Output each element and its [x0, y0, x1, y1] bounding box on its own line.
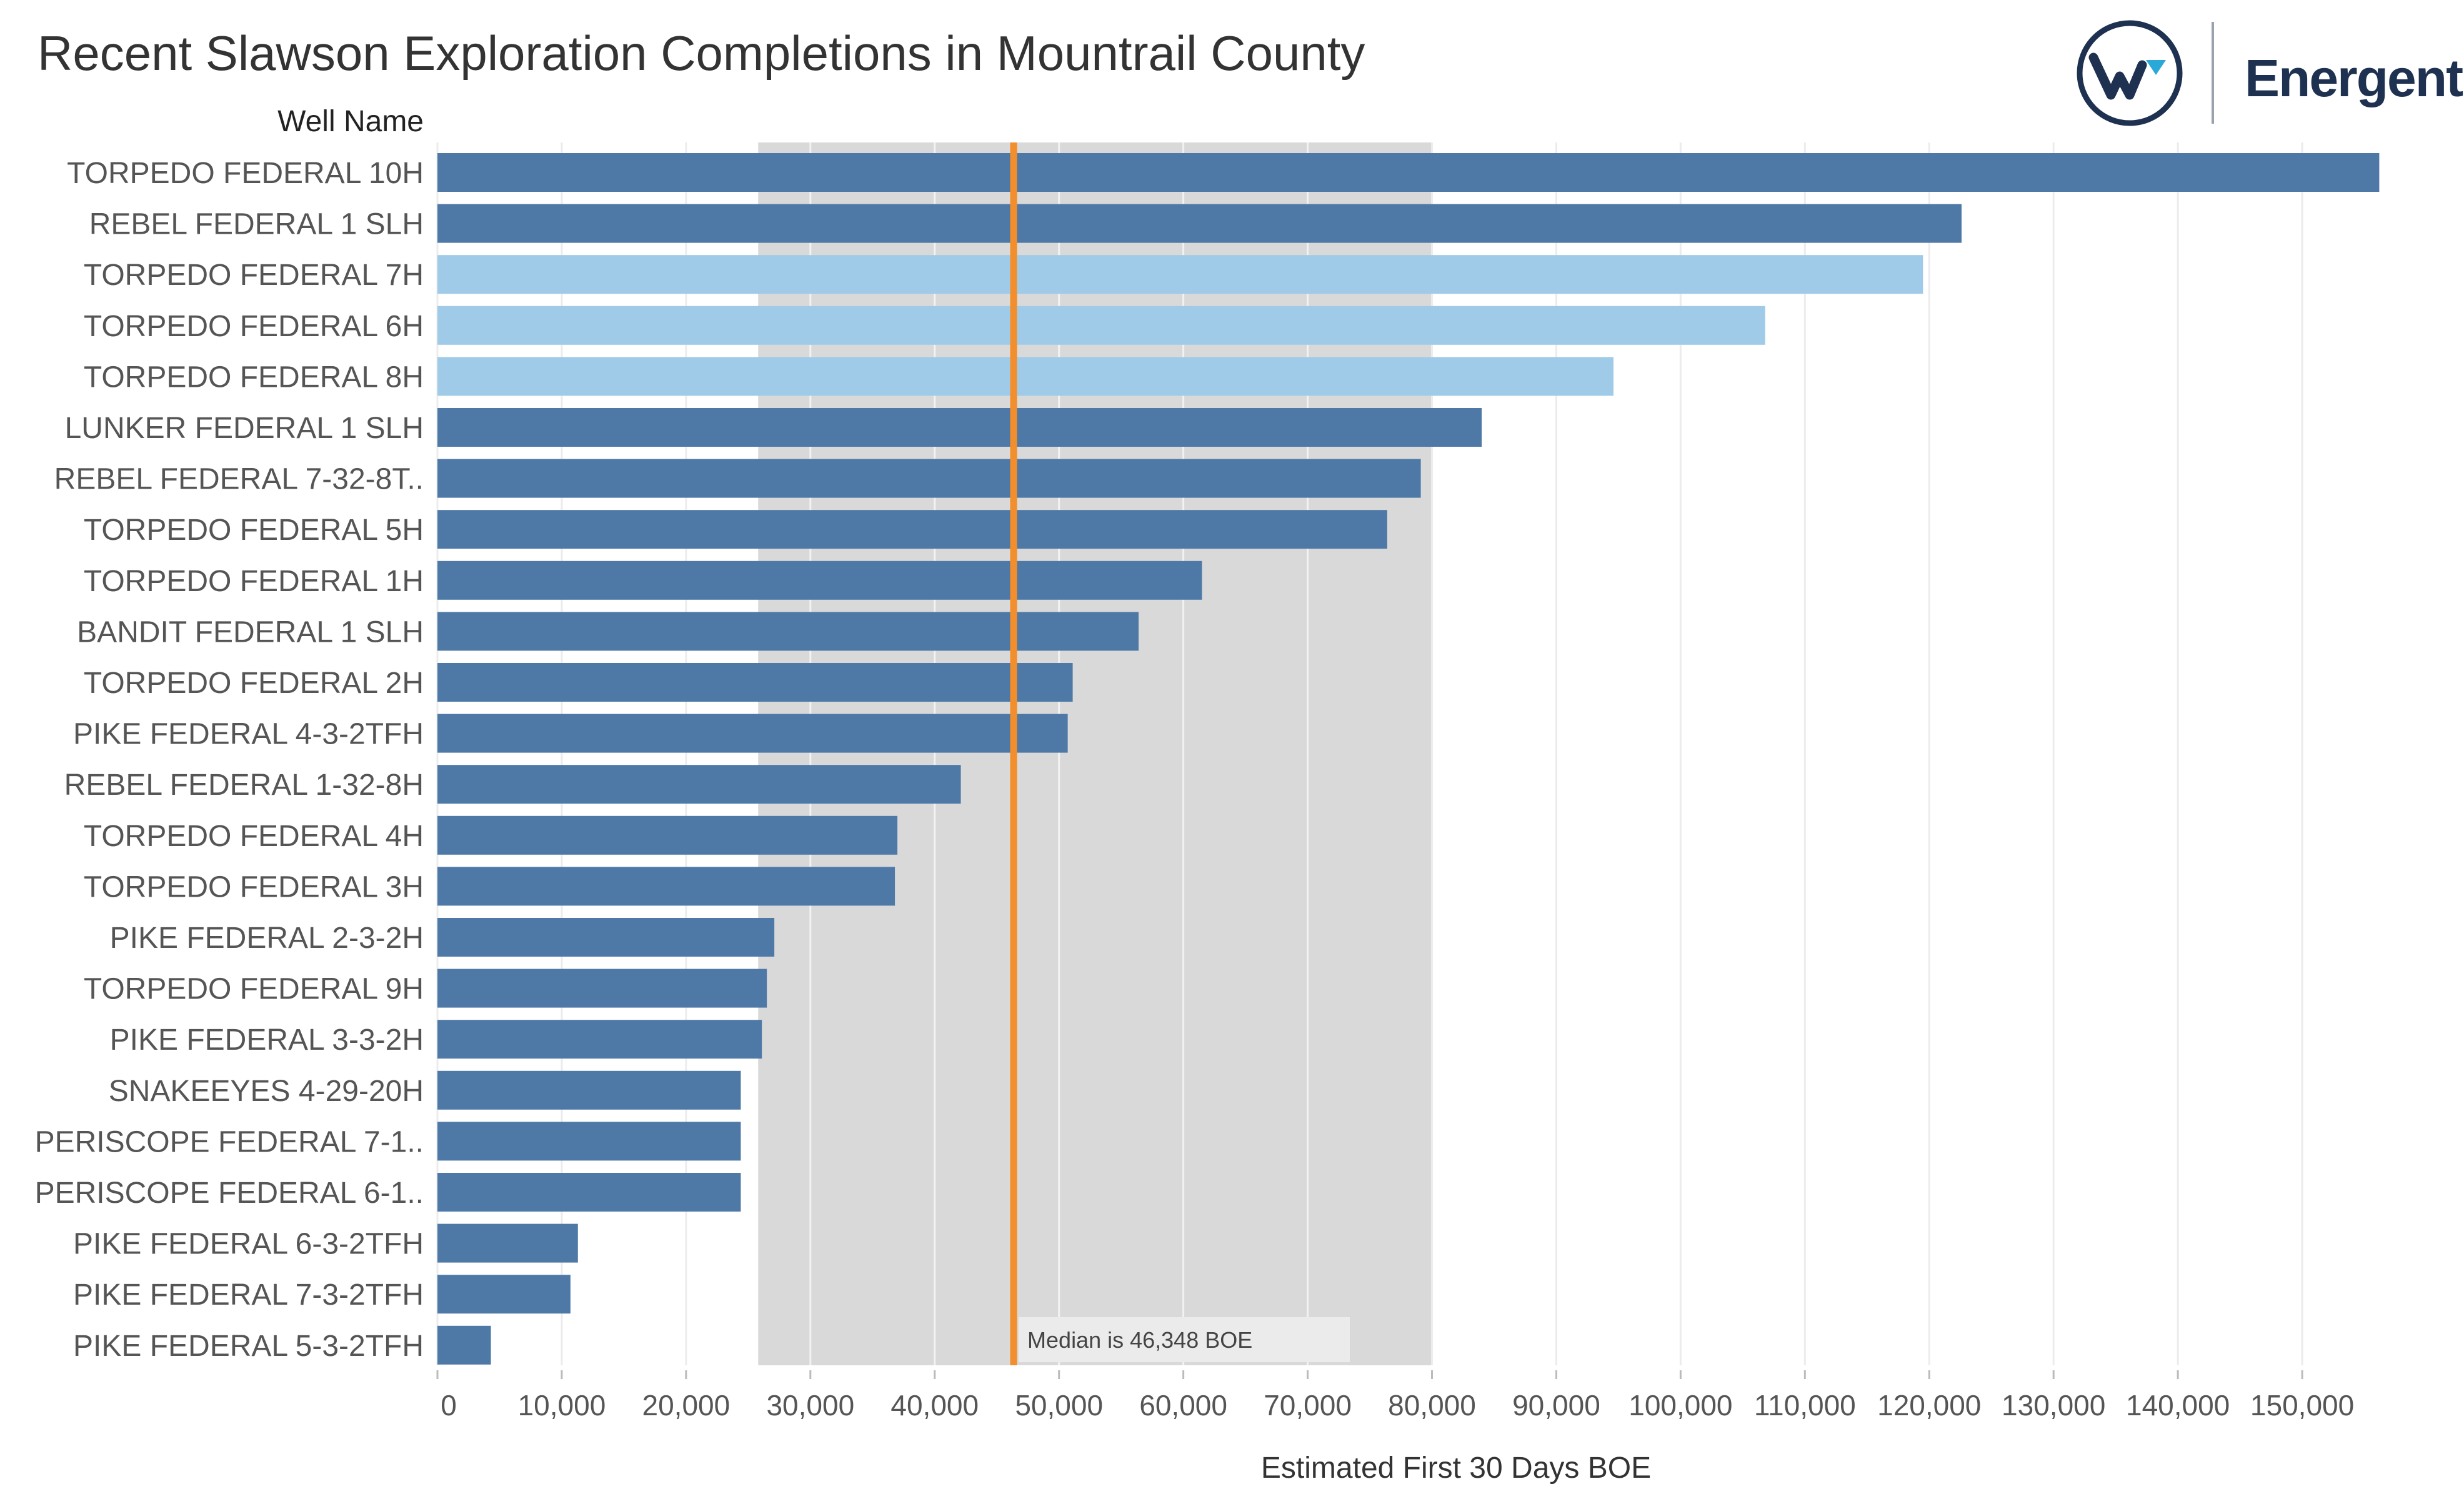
category-label: LUNKER FEDERAL 1 SLH — [65, 412, 424, 445]
x-tick-label: 130,000 — [2002, 1389, 2105, 1422]
x-tick-label: 110,000 — [1754, 1389, 1856, 1422]
category-label: TORPEDO FEDERAL 5H — [84, 514, 424, 547]
category-label: PIKE FEDERAL 3-3-2H — [110, 1023, 424, 1057]
bar — [437, 510, 1387, 549]
category-label: PIKE FEDERAL 2-3-2H — [110, 922, 424, 955]
x-tick-label: 10,000 — [518, 1389, 606, 1422]
category-axis-label: Well Name — [277, 105, 424, 138]
category-label: TORPEDO FEDERAL 2H — [84, 667, 424, 700]
bar — [437, 459, 1421, 498]
category-label: BANDIT FEDERAL 1 SLH — [77, 615, 424, 649]
x-tick-label: 150,000 — [2250, 1389, 2354, 1422]
category-label: REBEL FEDERAL 7-32-8T.. — [54, 463, 424, 496]
x-axis-title: Estimated First 30 Days BOE — [1261, 1452, 1651, 1485]
median-label: Median is 46,348 BOE — [1027, 1327, 1252, 1353]
category-label: PERISCOPE FEDERAL 7-1.. — [35, 1125, 424, 1158]
x-tick-label: 80,000 — [1388, 1389, 1476, 1422]
bar — [437, 153, 2380, 192]
bars — [437, 153, 2380, 1365]
x-tick-label: 20,000 — [642, 1389, 731, 1422]
logo-w-mark — [2088, 52, 2147, 100]
bar — [437, 1122, 741, 1161]
logo-ring — [2077, 20, 2183, 126]
bar — [437, 560, 1202, 600]
category-label: PIKE FEDERAL 4-3-2TFH — [73, 718, 424, 751]
bar — [437, 1325, 491, 1365]
bar — [437, 1020, 762, 1059]
bar — [437, 714, 1068, 753]
x-tick-label: 140,000 — [2126, 1389, 2230, 1422]
gridlines — [436, 142, 2303, 1365]
logo-accent-mark — [2146, 60, 2166, 75]
category-label: TORPEDO FEDERAL 6H — [84, 310, 424, 343]
category-label: TORPEDO FEDERAL 8H — [84, 361, 424, 394]
x-tick-label: 30,000 — [766, 1389, 854, 1422]
bar — [437, 357, 1614, 396]
bar — [437, 1173, 741, 1212]
category-labels: TORPEDO FEDERAL 10H REBEL FEDERAL 1 SLH TO… — [35, 157, 424, 1363]
bar — [437, 612, 1139, 651]
reference-band — [758, 142, 1432, 1365]
x-tick-label: 60,000 — [1139, 1389, 1227, 1422]
bar — [437, 918, 775, 957]
bar — [437, 663, 1073, 702]
energent-w-logo — [2077, 20, 2214, 126]
category-label: PIKE FEDERAL 7-3-2TFH — [73, 1278, 424, 1312]
category-label: TORPEDO FEDERAL 4H — [84, 820, 424, 853]
x-tick-label: 90,000 — [1512, 1389, 1600, 1422]
category-label: TORPEDO FEDERAL 3H — [84, 870, 424, 904]
bar — [437, 765, 961, 804]
bar — [437, 867, 895, 906]
bar — [437, 204, 1962, 243]
category-label: TORPEDO FEDERAL 1H — [84, 565, 424, 598]
category-label: REBEL FEDERAL 1-32-8H — [64, 769, 424, 802]
bar — [437, 408, 1482, 447]
x-tick-label: 70,000 — [1264, 1389, 1352, 1422]
category-label: REBEL FEDERAL 1 SLH — [89, 208, 424, 241]
category-label: PERISCOPE FEDERAL 6-1.. — [35, 1177, 424, 1210]
bar — [437, 1070, 741, 1110]
x-tick-label: 40,000 — [890, 1389, 979, 1422]
x-tick-label: 50,000 — [1015, 1389, 1103, 1422]
bar — [437, 815, 898, 855]
median-label-box — [1019, 1317, 1350, 1362]
category-label: PIKE FEDERAL 6-3-2TFH — [73, 1228, 424, 1261]
category-label: TORPEDO FEDERAL 9H — [84, 973, 424, 1006]
x-tick-label: 100,000 — [1629, 1389, 1732, 1422]
bar — [437, 969, 767, 1008]
category-label: TORPEDO FEDERAL 7H — [84, 259, 424, 292]
median-layer: Median is 46,348 BOE — [1010, 142, 1350, 1365]
x-axis-ticks: 0 10,000 20,000 30,000 40,000 50,000 60,000 70,… — [436, 1370, 2354, 1422]
chart-title: Recent Slawson Exploration Completions i… — [37, 26, 1365, 81]
x-tick-label: 0 — [441, 1389, 457, 1422]
brand-name: Energent — [2245, 49, 2463, 107]
category-label: TORPEDO FEDERAL 10H — [67, 157, 424, 190]
reference-band-layer — [758, 142, 1432, 1365]
bar — [437, 1275, 571, 1314]
bar — [437, 1223, 578, 1263]
x-tick-label: 120,000 — [1877, 1389, 1981, 1422]
category-label: SNAKEEYES 4-29-20H — [109, 1075, 424, 1108]
bar — [437, 306, 1765, 345]
bar — [437, 255, 1923, 294]
category-label: PIKE FEDERAL 5-3-2TFH — [73, 1330, 424, 1363]
